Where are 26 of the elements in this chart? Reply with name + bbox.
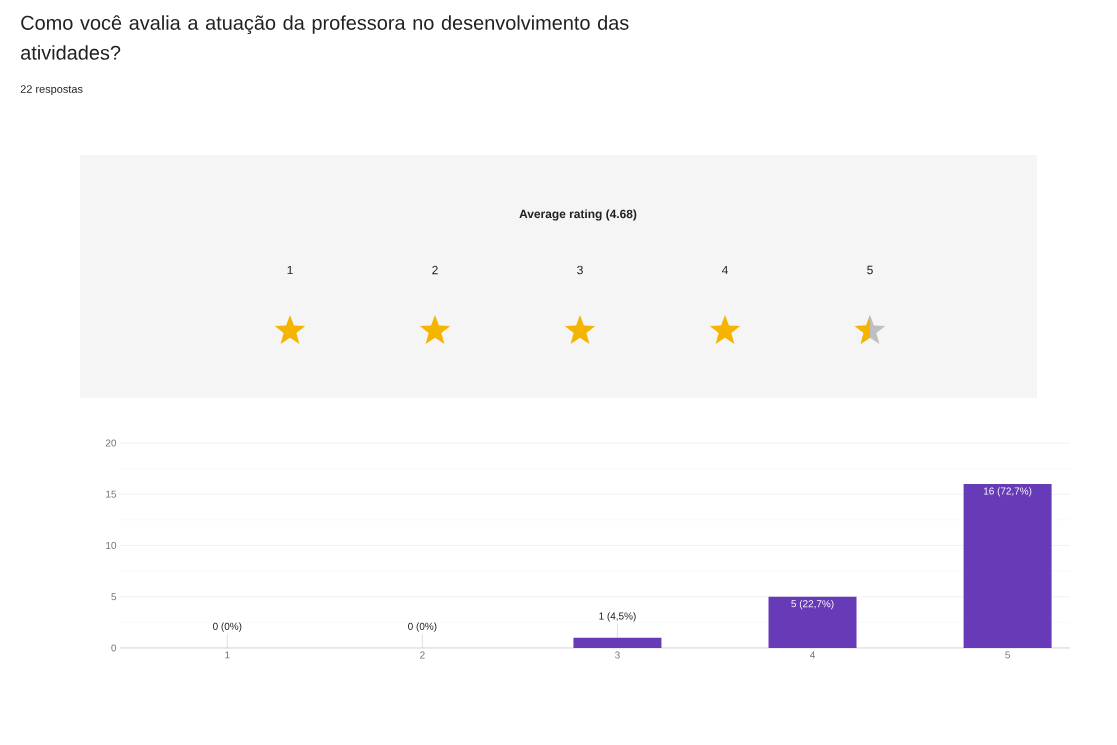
data-label: 16 (72,7%) [983,487,1032,497]
data-label: 1 (4,5%) [599,612,636,622]
chart-title: Como você avalia a atuação da professora no desenvolvimento das atividades? [21,15,629,60]
y-tick-label: 20 [105,439,117,447]
category-label: 2 [432,265,438,275]
data-label: 5 (22,7%) [791,599,834,610]
chart-subtitle: 22 respostas [20,85,83,96]
y-tick-label: 10 [106,541,117,550]
category-label: 5 [867,265,873,275]
data-label: 0 (0%) [408,622,437,632]
x-tick-label: 5 [1005,651,1010,659]
x-tick-label: 1 [225,651,230,659]
category-label: 4 [721,265,728,275]
x-tick-label: 4 [809,651,815,659]
y-tick-label: 0 [111,644,117,652]
category-label: 1 [287,265,293,275]
x-tick-label: 2 [420,651,425,659]
text: Average rating (4.68) [519,209,637,221]
category-label: 3 [577,265,583,275]
data-label: 0 (0%) [213,622,242,632]
y-tick-label: 15 [106,490,117,498]
bar [963,483,1052,648]
bar [573,637,662,648]
bar [768,596,857,648]
x-tick-label: 3 [615,651,620,659]
y-tick-label: 5 [111,593,117,601]
